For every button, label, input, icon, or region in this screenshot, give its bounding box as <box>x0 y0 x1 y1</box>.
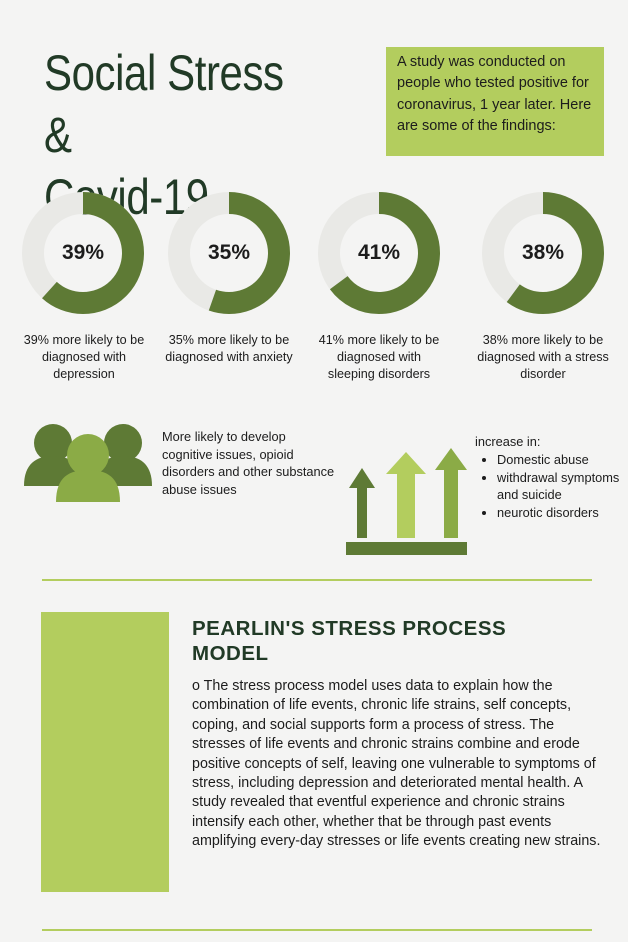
stat-donut-sleeping: 41% <box>318 192 440 314</box>
donut-ring <box>22 192 144 314</box>
model-title: PEARLIN'S STRESS PROCESS MODEL <box>192 617 507 665</box>
intro-box: A study was conducted on people who test… <box>386 47 604 156</box>
increase-list: Domestic abuse withdrawal symptoms and s… <box>479 451 628 521</box>
stat-donut-anxiety: 35% <box>168 192 290 314</box>
arrows-up-icon <box>346 448 467 555</box>
cognitive-issues-text: More likely to develop cognitive issues,… <box>162 429 335 497</box>
donut-ring <box>482 192 604 314</box>
list-item: withdrawal symptoms and suicide <box>497 469 628 504</box>
donut-ring <box>168 192 290 314</box>
stat-percent: 39% <box>61 241 105 264</box>
stat-donut-depression: 39% <box>22 192 144 314</box>
title-line-1: Social Stress & <box>44 45 284 163</box>
stat-caption-depression: 39% more likely to be diagnosed with dep… <box>23 333 145 381</box>
stat-caption-stress: 38% more likely to be diagnosed with a s… <box>477 333 609 381</box>
people-group-icon <box>24 424 152 502</box>
stat-caption-sleeping: 41% more likely to be diagnosed with sle… <box>318 333 440 381</box>
donut-arc <box>168 192 290 314</box>
section-divider <box>42 579 592 581</box>
stat-donut-stress: 38% <box>482 192 604 314</box>
stat-percent: 41% <box>357 241 401 264</box>
donut-arc <box>22 192 144 314</box>
list-item: neurotic disorders <box>497 504 628 522</box>
donut-arc <box>318 192 440 314</box>
donut-ring <box>318 192 440 314</box>
stat-percent: 35% <box>207 241 251 264</box>
bottom-divider <box>42 929 592 931</box>
stat-percent: 38% <box>521 241 565 264</box>
increase-heading: increase in: <box>475 434 541 449</box>
donut-arc <box>482 192 604 314</box>
decorative-block <box>41 612 169 892</box>
model-body: o The stress process model uses data to … <box>192 678 601 850</box>
stat-caption-anxiety: 35% more likely to be diagnosed with anx… <box>165 333 293 364</box>
list-item: Domestic abuse <box>497 451 628 469</box>
